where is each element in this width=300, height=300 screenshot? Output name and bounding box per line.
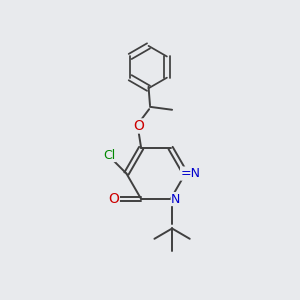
Text: O: O [133,119,144,133]
Text: N: N [171,193,181,206]
Text: =N: =N [181,167,201,180]
Text: Cl: Cl [103,148,116,161]
Text: O: O [108,192,119,206]
